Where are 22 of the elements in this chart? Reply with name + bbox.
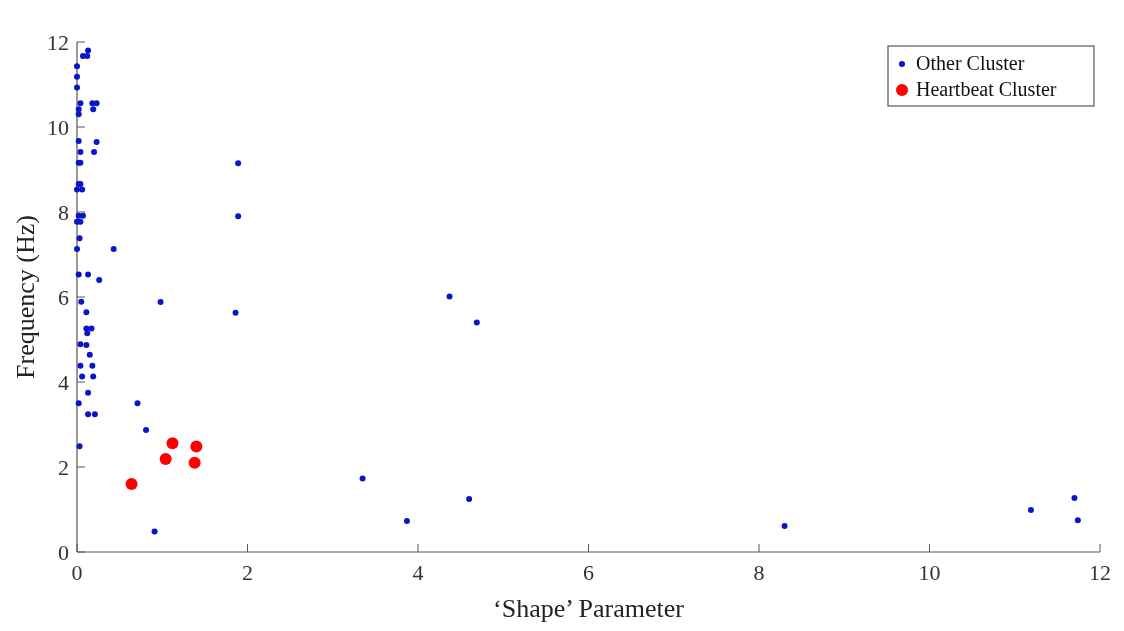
x-tick-label: 4 bbox=[412, 560, 424, 585]
point bbox=[159, 452, 172, 465]
y-tick-label: 10 bbox=[47, 114, 69, 140]
x-tick-label: 8 bbox=[753, 560, 765, 585]
x-tick-label: 10 bbox=[918, 560, 941, 585]
point bbox=[190, 440, 203, 453]
x-tick-label: 6 bbox=[583, 560, 594, 585]
y-tick-label: 2 bbox=[58, 454, 69, 480]
legend-label: Heartbeat Cluster bbox=[916, 78, 1057, 100]
y-tick-label: 6 bbox=[58, 284, 69, 310]
legend-label: Other Cluster bbox=[916, 52, 1025, 74]
y-tick-label: 8 bbox=[58, 199, 69, 225]
y-tick-label: 0 bbox=[58, 539, 69, 565]
point bbox=[188, 456, 201, 469]
x-tick-label: 2 bbox=[242, 560, 253, 585]
x-axis-title: ‘Shape’ Parameter bbox=[493, 594, 685, 623]
y-axis-title: Frequency (Hz) bbox=[11, 215, 40, 379]
point bbox=[166, 437, 179, 450]
y-tick-label: 4 bbox=[58, 369, 69, 395]
y-tick-label: 12 bbox=[47, 29, 69, 55]
point bbox=[125, 478, 138, 490]
x-tick-label: 12 bbox=[1089, 560, 1111, 585]
